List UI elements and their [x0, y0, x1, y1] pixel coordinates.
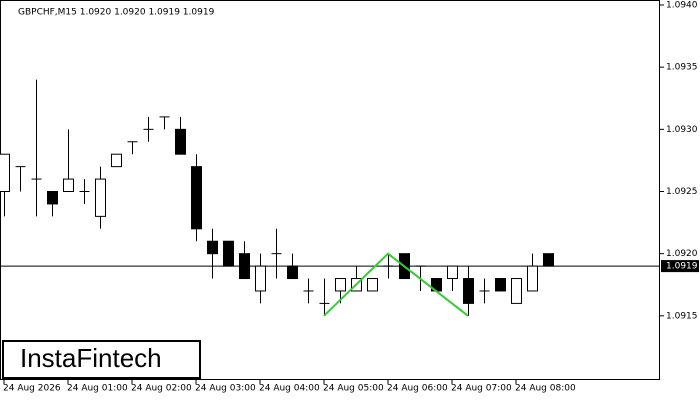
y-tick-label: 1.0930	[666, 125, 698, 135]
price-label-box	[661, 260, 699, 273]
x-tick-label: 24 Aug 2026	[3, 384, 61, 394]
candle-body	[207, 240, 218, 255]
x-tick-label: 24 Aug 05:00	[323, 384, 384, 394]
candle-body	[239, 253, 250, 280]
y-tick-label: 1.0915	[666, 311, 698, 321]
x-tick-label: 24 Aug 08:00	[515, 384, 576, 394]
candle-body	[463, 278, 474, 304]
candle-body	[95, 178, 106, 217]
x-tick-label: 24 Aug 04:00	[259, 384, 320, 394]
y-tick-label: 1.0920	[666, 249, 698, 259]
candle-body	[63, 178, 74, 192]
candle-body	[511, 278, 522, 304]
logo-box	[2, 340, 201, 379]
chart-title: GBPCHF,M15 1.0920 1.0920 1.0919 1.0919	[18, 8, 215, 18]
candle-body	[255, 265, 266, 292]
candle-body	[335, 278, 346, 292]
candle-body	[495, 278, 506, 292]
candle-body	[47, 191, 58, 205]
plot	[0, 79, 660, 317]
candle-body	[0, 153, 10, 192]
plot-frame	[0, 0, 660, 380]
candle-body	[367, 278, 378, 292]
candle-body	[175, 128, 186, 155]
candle-body	[543, 253, 554, 267]
candle-body	[191, 166, 202, 230]
candle-body	[223, 240, 234, 267]
y-tick-label: 1.0935	[666, 63, 698, 73]
y-tick-label: 1.0925	[666, 187, 698, 197]
candle-body	[287, 265, 298, 280]
x-tick-label: 24 Aug 06:00	[387, 384, 448, 394]
candle-body	[447, 265, 458, 280]
x-tick-label: 24 Aug 07:00	[451, 384, 512, 394]
pattern-line	[323, 252, 469, 317]
candle-body	[527, 265, 538, 292]
candle-body	[111, 153, 122, 168]
y-tick-label: 1.0940	[666, 1, 698, 11]
x-tick-label: 24 Aug 03:00	[195, 384, 256, 394]
price-label: 1.0919	[666, 262, 698, 272]
logo: InstaFintech	[20, 343, 162, 373]
x-tick-label: 24 Aug 01:00	[67, 384, 128, 394]
x-tick-label: 24 Aug 02:00	[131, 384, 192, 394]
